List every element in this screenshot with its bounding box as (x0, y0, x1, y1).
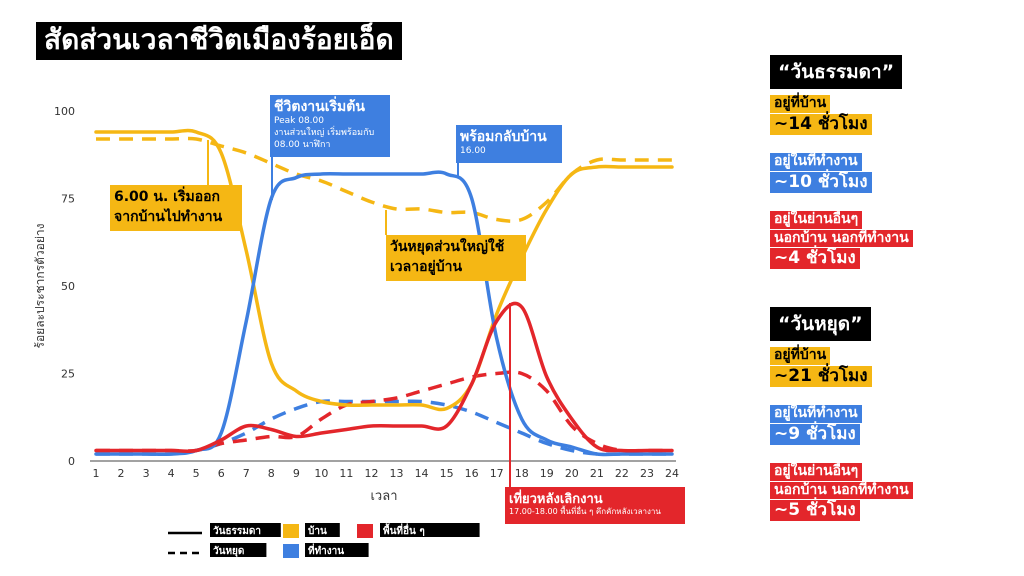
holiday-work-hours: ~9 ชั่วโมง (770, 423, 860, 445)
legend-label-home-bg (305, 523, 340, 537)
y-tick-label: 100 (54, 105, 75, 118)
x-tick-label: 3 (143, 467, 150, 480)
x-tick-label: 6 (218, 467, 225, 480)
weekday-home-label: อยู่ที่บ้าน (770, 95, 831, 113)
x-axis-label: เวลา (370, 489, 397, 504)
legend-label-holiday: วันหยุด (213, 545, 244, 557)
weekday-work-label: อยู่ในที่ทำงาน (770, 153, 862, 171)
annotation-text: เวลาอยู่บ้าน (390, 259, 462, 275)
legend-label-weekday: วันธรรมดา (213, 525, 261, 537)
x-tick-label: 21 (590, 467, 604, 480)
weekday-work-hours: ~10 ชั่วโมง (770, 171, 872, 193)
x-tick-label: 19 (540, 467, 554, 480)
x-tick-label: 4 (168, 467, 175, 480)
x-tick-label: 8 (268, 467, 275, 480)
legend-label-weekday-bg (210, 523, 281, 537)
legend-swatch-work (283, 544, 299, 558)
x-tick-label: 7 (243, 467, 250, 480)
annotation-subtext: งานส่วนใหญ่ เริ่มพร้อมกับ (274, 125, 375, 138)
annotation-subtext: 08.00 นาฬิกา (274, 139, 331, 150)
y-tick-label: 0 (68, 455, 75, 468)
weekday-other-box: อยู่ในย่านอื่นๆ นอกบ้าน นอกที่ทำงาน ~4 ช… (770, 211, 913, 270)
holiday-home-box: อยู่ที่บ้าน ~21 ชั่วโมง (770, 347, 872, 388)
annotation-text: วันหยุดส่วนใหญ่ใช้ (390, 237, 505, 255)
legend-label-holiday-bg (210, 543, 267, 557)
annotation-holiday: วันหยุดส่วนใหญ่ใช้เวลาอยู่บ้าน (385, 210, 526, 281)
annotation-text: 6.00 น. เริ่มออก (114, 186, 220, 205)
legend-label-home: บ้าน (308, 525, 327, 537)
x-tick-label: 14 (415, 467, 429, 480)
y-tick-label: 75 (61, 193, 75, 206)
x-tick-label: 12 (364, 467, 378, 480)
annotation-text: พร้อมกลับบ้าน (460, 129, 547, 145)
x-tick-label: 5 (193, 467, 200, 480)
x-tick-label: 9 (293, 467, 300, 480)
weekday-other-sub: นอกบ้าน นอกที่ทำงาน (770, 229, 913, 247)
annotation-box (386, 235, 526, 281)
x-tick-label: 23 (640, 467, 654, 480)
holiday-other-hours: ~5 ชั่วโมง (770, 500, 860, 522)
holiday-work-box: อยู่ในที่ทำงาน ~9 ชั่วโมง (770, 405, 862, 446)
holiday-home-hours: ~21 ชั่วโมง (770, 365, 872, 387)
legend-label-other-bg (380, 523, 480, 537)
x-tick-label: 16 (465, 467, 479, 480)
legend-label-other: พื้นที่อื่น ๆ (383, 523, 425, 537)
weekday-heading: “วันธรรมดา” (770, 55, 903, 89)
weekday-home-hours: ~14 ชั่วโมง (770, 113, 872, 135)
annotation-box (505, 487, 685, 524)
page-title: สัดส่วนเวลาชีวิตเมืองร้อยเอ็ด (36, 22, 402, 61)
x-tick-label: 1 (93, 467, 100, 480)
x-tick-label: 18 (515, 467, 529, 480)
annotation-box (110, 185, 242, 231)
annotation-box (456, 125, 562, 163)
annotation-subtext: 16.00 (460, 146, 486, 156)
annotation-text: ชีวิตงานเริ่มต้น (274, 96, 365, 115)
holiday-home-label: อยู่ที่บ้าน (770, 347, 831, 365)
annotation-subtext: 17.00-18.00 พื้นที่อื่น ๆ คึกคักหลังเวลา… (509, 505, 661, 516)
annotation-text: จากบ้านไปทำงาน (114, 207, 223, 225)
annotation-subtext: Peak 08.00 (274, 116, 324, 126)
holiday-other-label: อยู่ในย่านอื่นๆ (770, 463, 863, 481)
x-tick-label: 13 (390, 467, 404, 480)
weekday-other-label: อยู่ในย่านอื่นๆ (770, 211, 863, 229)
legend-label-work: ที่ทำงาน (308, 543, 344, 557)
x-tick-label: 20 (565, 467, 579, 480)
annotation-text: เที่ยวหลังเลิกงาน (509, 489, 603, 507)
x-tick-label: 15 (440, 467, 454, 480)
y-tick-label: 50 (61, 280, 75, 293)
x-tick-label: 24 (665, 467, 679, 480)
weekday-home-box: อยู่ที่บ้าน ~14 ชั่วโมง (770, 95, 872, 136)
y-tick-label: 25 (61, 368, 75, 381)
holiday-heading: “วันหยุด” (770, 307, 871, 341)
weekday-other-hours: ~4 ชั่วโมง (770, 248, 860, 270)
x-tick-label: 11 (339, 467, 353, 480)
series-line-holiday (95, 399, 672, 457)
legend-label-work-bg (305, 543, 369, 557)
legend-swatch-home (283, 524, 299, 538)
weekday-work-box: อยู่ในที่ทำงาน ~10 ชั่วโมง (770, 153, 872, 194)
series-line-weekday (94, 128, 674, 412)
series-line-weekday (94, 301, 674, 454)
legend-swatch-other (357, 524, 373, 538)
y-axis-label: ร้อยละประชากรตัวอย่าง (33, 224, 47, 349)
x-tick-label: 10 (314, 467, 328, 480)
holiday-other-box: อยู่ในย่านอื่นๆ นอกบ้าน นอกที่ทำงาน ~5 ช… (770, 463, 913, 522)
x-tick-label: 22 (615, 467, 629, 480)
x-tick-label: 17 (490, 467, 504, 480)
annotation-box (270, 95, 390, 157)
holiday-other-sub: นอกบ้าน นอกที่ทำงาน (770, 481, 913, 499)
x-tick-label: 2 (118, 467, 125, 480)
holiday-work-label: อยู่ในที่ทำงาน (770, 405, 862, 423)
